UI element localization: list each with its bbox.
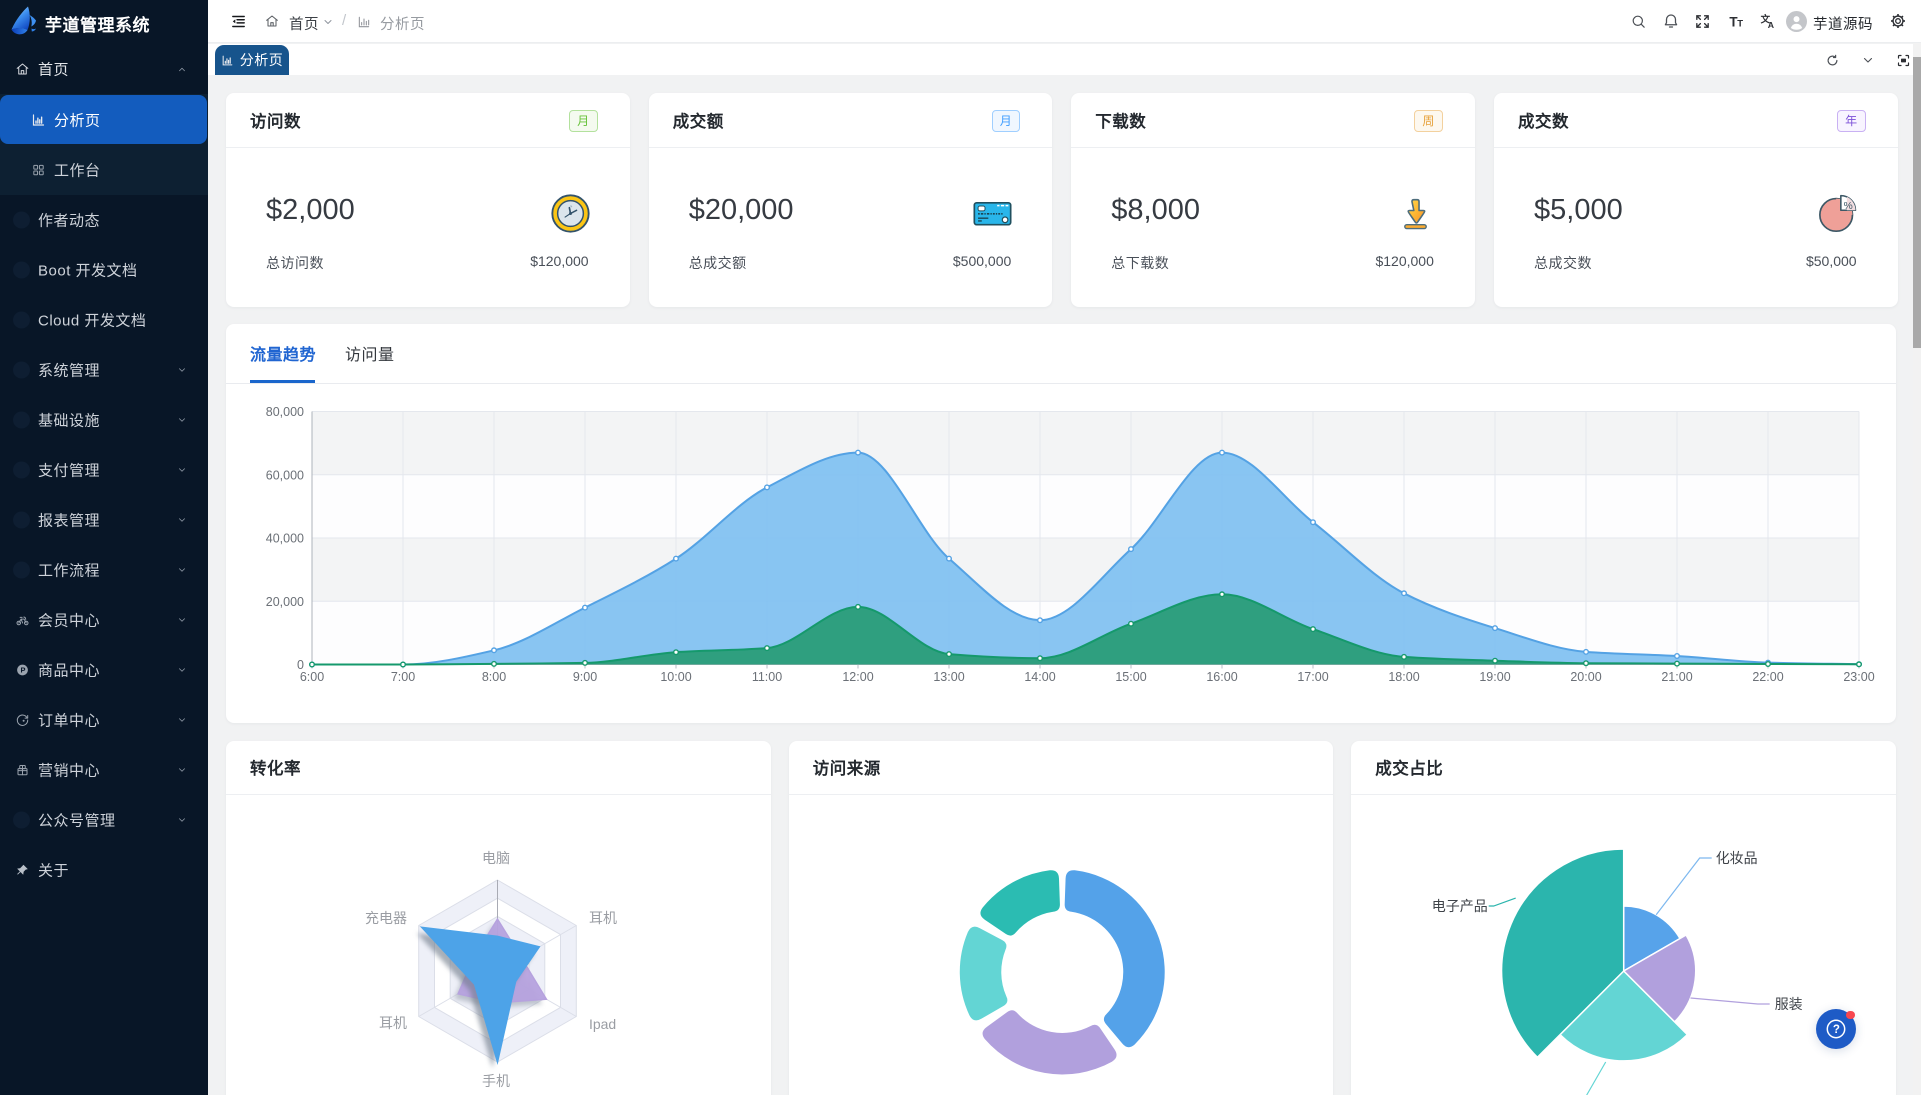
svg-text:23:00: 23:00 [1843,670,1874,684]
svg-text:21:00: 21:00 [1661,670,1692,684]
svg-text:Ipad: Ipad [589,1016,616,1032]
svg-text:8:00: 8:00 [482,670,506,684]
svg-text:服装: 服装 [1775,996,1803,1012]
svg-text:11:00: 11:00 [752,670,782,684]
svg-text:耳机: 耳机 [589,910,617,926]
svg-text:16:00: 16:00 [1206,670,1237,684]
svg-text:17:00: 17:00 [1297,670,1328,684]
svg-text:7:00: 7:00 [391,670,415,684]
svg-text:P: P [20,666,25,675]
svg-text:60,000: 60,000 [266,468,304,482]
svg-text:化妆品: 化妆品 [1716,850,1758,866]
svg-text:13:00: 13:00 [933,670,964,684]
svg-text:A: A [1768,20,1775,30]
svg-text:耳机: 耳机 [379,1015,407,1031]
svg-text:10:00: 10:00 [660,670,691,684]
svg-text:0: 0 [297,658,304,672]
svg-text:20,000: 20,000 [266,595,304,609]
svg-text:6:00: 6:00 [300,670,324,684]
svg-text:12:00: 12:00 [842,670,873,684]
svg-text:电脑: 电脑 [482,850,510,866]
svg-text:电子产品: 电子产品 [1432,898,1488,914]
svg-text:19:00: 19:00 [1479,670,1510,684]
svg-text:14:00: 14:00 [1024,670,1055,684]
svg-text:%: % [1843,201,1852,212]
svg-text:40,000: 40,000 [266,532,304,546]
svg-text:80,000: 80,000 [266,405,304,419]
svg-text:T: T [1729,14,1738,29]
svg-text:20:00: 20:00 [1570,670,1601,684]
svg-text:文: 文 [1760,13,1771,25]
svg-text:T: T [1737,18,1743,29]
svg-text:充电器: 充电器 [365,910,407,926]
svg-text:9:00: 9:00 [573,670,597,684]
svg-text:22:00: 22:00 [1752,670,1783,684]
svg-text:18:00: 18:00 [1388,670,1419,684]
svg-text:15:00: 15:00 [1115,670,1146,684]
svg-text:手机: 手机 [482,1073,510,1089]
svg-text:?: ? [1833,1024,1840,1036]
